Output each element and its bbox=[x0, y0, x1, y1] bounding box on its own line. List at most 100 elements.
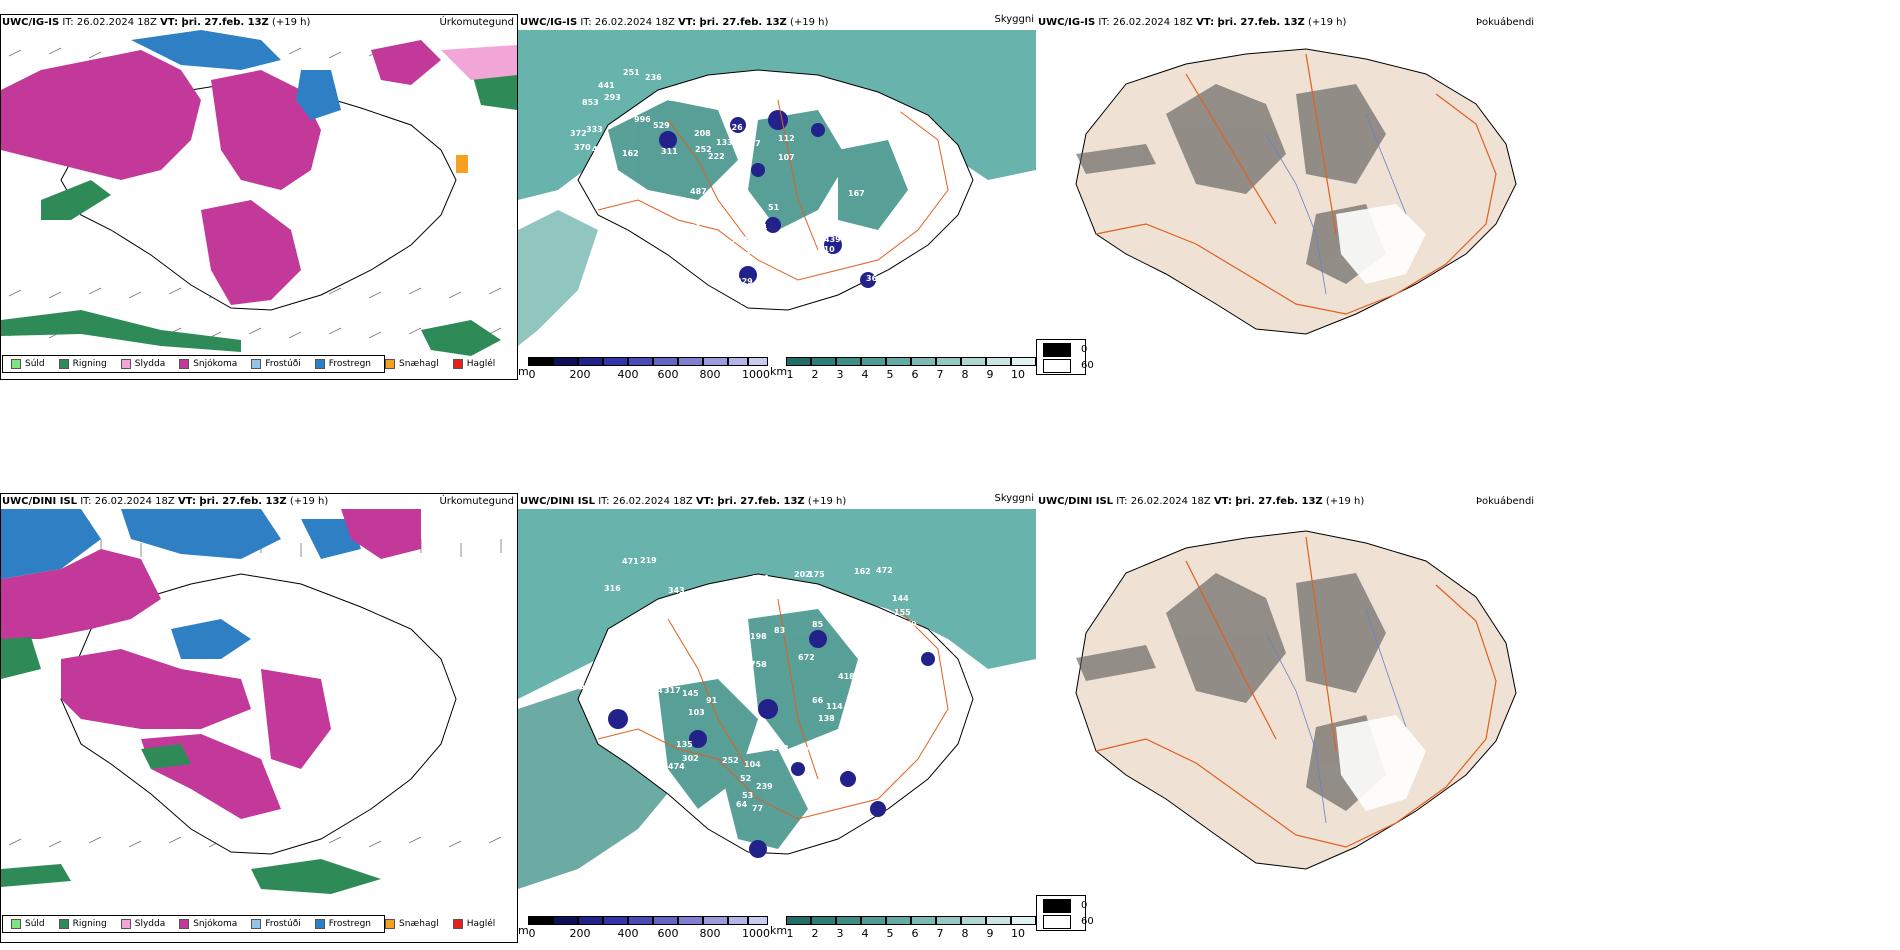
vis-value: 441 bbox=[598, 81, 615, 90]
vis-value: 178 bbox=[734, 251, 751, 260]
frost-rain-areas bbox=[1, 509, 361, 659]
lead-time: (+19 h) bbox=[807, 496, 847, 507]
vis-tick: 9 bbox=[986, 927, 994, 940]
ptype-legend-row1: Súld Rigning Slydda Snjókoma Frostúði Fr… bbox=[2, 355, 495, 373]
fog-title-row1: UWC/IG-IS IT: 26.02.2024 18Z VT: þri. 27… bbox=[1038, 17, 1346, 29]
vis-value: 471 bbox=[622, 557, 639, 566]
vis-value: 239 bbox=[756, 782, 773, 791]
vis-value: 135 bbox=[676, 740, 693, 749]
ptype-map-frame bbox=[0, 493, 518, 943]
legend-swatch bbox=[120, 919, 131, 929]
height-seg bbox=[728, 916, 748, 925]
cloud-cores bbox=[659, 110, 876, 288]
vis-value: 320 bbox=[690, 253, 707, 262]
height-seg bbox=[578, 916, 603, 925]
legend-item: Snjókoma bbox=[179, 359, 237, 369]
legend-label: Rigning bbox=[72, 919, 107, 929]
legend-item: Snæhagl bbox=[385, 919, 439, 929]
legend-swatch bbox=[58, 359, 69, 369]
vis-seg bbox=[936, 357, 961, 366]
legend-item: Frostúði bbox=[251, 359, 301, 369]
cloud-map-row2: 471 219 316 343 472 162 202 175 144 155 … bbox=[518, 509, 1036, 909]
fog-legend-label: 0 bbox=[1081, 344, 1088, 355]
vis-seg bbox=[836, 916, 861, 925]
init-time: IT: 26.02.2024 18Z bbox=[1116, 496, 1211, 507]
fog-legend-label: 60 bbox=[1081, 916, 1094, 927]
vis-tick: 1 bbox=[786, 927, 794, 940]
legend-item: Snjókoma bbox=[179, 919, 237, 929]
vis-value: 64 bbox=[736, 800, 748, 809]
vis-value: 416 bbox=[592, 145, 609, 154]
vis-value: 305 bbox=[714, 655, 731, 664]
model-name: UWC/DINI ISL bbox=[520, 496, 596, 507]
vis-seg bbox=[886, 357, 911, 366]
vis-value: 36 bbox=[866, 274, 878, 283]
vis-value: 222 bbox=[708, 152, 725, 161]
vis-value: 52 bbox=[732, 607, 743, 616]
height-seg bbox=[703, 357, 728, 366]
vis-value: 51 bbox=[768, 203, 780, 212]
vis-value: 219 bbox=[640, 556, 657, 565]
model-name: UWC/DINI ISL bbox=[2, 496, 78, 507]
height-tick: 0 bbox=[528, 927, 536, 940]
glacier bbox=[1336, 715, 1426, 811]
rain-areas bbox=[1, 637, 381, 894]
height-seg bbox=[703, 916, 728, 925]
roads bbox=[1095, 53, 1497, 315]
height-tick: 1000 bbox=[742, 368, 770, 380]
vis-value: 439 bbox=[824, 235, 841, 244]
vis-unit: km bbox=[770, 924, 788, 937]
vis-value: 343 bbox=[668, 586, 685, 595]
height-tick: 0 bbox=[528, 368, 536, 380]
vis-value: 115 bbox=[758, 90, 775, 99]
vis-tick: 4 bbox=[861, 368, 869, 380]
height-tick: 400 bbox=[617, 927, 639, 940]
vis-value: 246 bbox=[760, 285, 777, 294]
vis-value: 97 bbox=[726, 199, 737, 208]
height-tick: 400 bbox=[617, 368, 639, 380]
vis-tick: 5 bbox=[886, 927, 894, 940]
height-seg bbox=[728, 357, 748, 366]
rivers bbox=[1265, 608, 1407, 824]
vis-tick: 10 bbox=[1011, 368, 1025, 380]
vis-value: 112 bbox=[778, 134, 795, 143]
height-seg bbox=[748, 916, 768, 925]
height-seg bbox=[528, 916, 553, 925]
vis-tick: 7 bbox=[936, 368, 944, 380]
vis-value: 36 bbox=[740, 313, 752, 322]
vis-value: 418 bbox=[838, 672, 855, 681]
height-unit: m bbox=[518, 924, 529, 937]
vis-value: 302 bbox=[682, 754, 699, 763]
model-name: UWC/IG-IS bbox=[2, 17, 60, 28]
vis-value: 175 bbox=[808, 570, 825, 579]
vis-value: 316 bbox=[604, 584, 621, 593]
lead-time: (+19 h) bbox=[790, 17, 829, 28]
vis-value: 53 bbox=[742, 791, 753, 800]
height-seg bbox=[748, 357, 768, 366]
vis-value: 307 bbox=[718, 98, 735, 107]
vis-value: 758 bbox=[750, 660, 767, 669]
iceland-coast bbox=[1075, 530, 1517, 870]
cloud-label-row2: Skyggni bbox=[994, 493, 1034, 504]
fog-label-row1: Þokuábendi bbox=[1476, 17, 1535, 28]
low-cloud-sea bbox=[518, 30, 1036, 200]
legend-swatch bbox=[385, 359, 396, 369]
legend-label: Slydda bbox=[134, 359, 166, 369]
vis-value: 66 bbox=[812, 696, 824, 705]
init-time: IT: 26.02.2024 18Z bbox=[580, 17, 675, 28]
cloud-panel-row2: UWC/DINI ISL IT: 26.02.2024 18Z VT: þri.… bbox=[518, 493, 1036, 943]
vis-value: 106 bbox=[858, 658, 875, 667]
valid-time: VT: þri. 27.feb. 13Z bbox=[695, 496, 805, 507]
vis-value: 311 bbox=[661, 147, 678, 156]
legend-item: Snæhagl bbox=[385, 359, 439, 369]
ptype-map-row2 bbox=[1, 509, 517, 909]
vis-seg bbox=[986, 357, 1011, 366]
vis-value: 472 bbox=[876, 566, 893, 575]
height-unit: m bbox=[518, 365, 529, 378]
lead-time: (+19 h) bbox=[272, 17, 311, 28]
ptype-map-frame bbox=[0, 14, 518, 380]
vis-unit: km bbox=[770, 365, 788, 378]
model-name: UWC/DINI ISL bbox=[1038, 496, 1114, 507]
legend-label: Súld bbox=[25, 919, 45, 929]
ptype-map-row1 bbox=[1, 30, 517, 362]
